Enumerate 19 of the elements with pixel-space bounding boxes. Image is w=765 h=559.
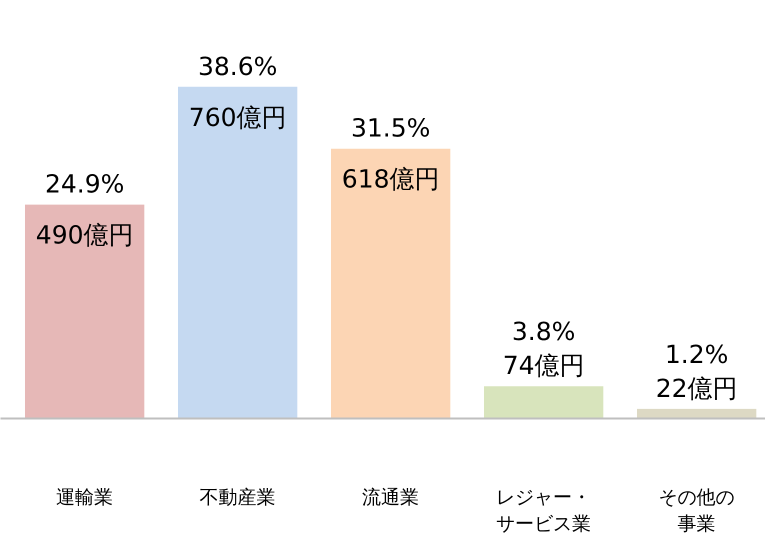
data-label: 22億円 <box>656 374 738 403</box>
data-label: 760億円 <box>188 102 287 132</box>
bar <box>484 386 604 418</box>
data-label: 618億円 <box>342 164 440 194</box>
annotation: 3.8% <box>512 317 576 346</box>
x-tick-label: レジャー・サービス業 <box>496 486 592 535</box>
bar <box>330 148 450 418</box>
x-tick-label: その他の事業 <box>658 486 735 535</box>
x-tick-label: 流通業 <box>362 486 420 508</box>
annotation: 31.5% <box>350 114 430 143</box>
annotation: 1.2% <box>664 340 728 369</box>
bar <box>24 204 144 418</box>
bar <box>178 86 298 418</box>
annotation: 24.9% <box>44 170 124 199</box>
data-label: 74億円 <box>502 351 585 380</box>
annotation: 38.6% <box>198 52 278 81</box>
data-label: 490億円 <box>36 220 134 250</box>
x-tick-label: 不動産業 <box>200 486 276 508</box>
x-tick-label: 運輸業 <box>56 486 114 508</box>
